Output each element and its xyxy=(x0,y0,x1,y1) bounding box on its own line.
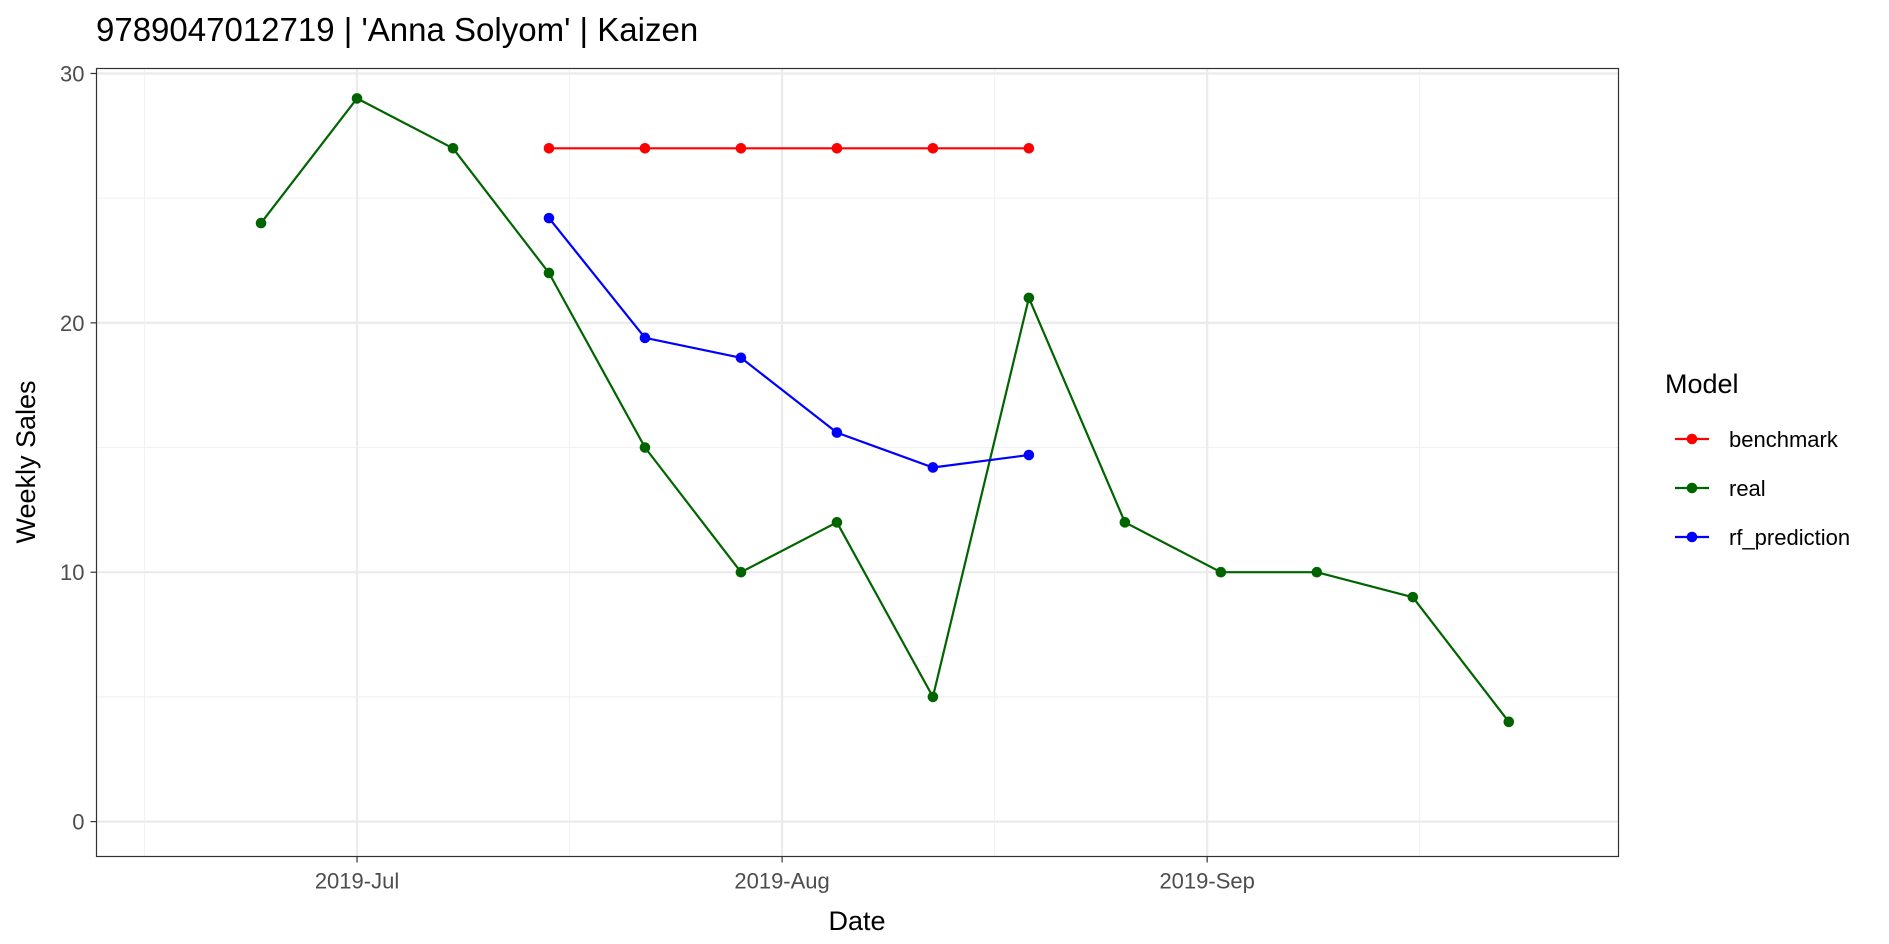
data-point-real xyxy=(255,217,267,229)
legend-items: benchmark real rf_prediction xyxy=(1675,427,1850,550)
data-point-benchmark xyxy=(735,142,747,154)
data-point-real xyxy=(927,691,939,703)
series-real xyxy=(255,93,1515,728)
data-point-real xyxy=(543,267,555,279)
data-point-real xyxy=(639,442,651,453)
data-point-real xyxy=(1023,292,1035,304)
x-tick-label: 2019-Aug xyxy=(734,869,829,894)
data-point-real xyxy=(1503,716,1515,728)
data-point-rf_prediction xyxy=(1023,449,1035,461)
y-axis: 0 10 20 30 xyxy=(60,61,97,835)
plot-panel xyxy=(95,67,1620,858)
series-line-real xyxy=(260,97,1510,723)
legend-item-real: real xyxy=(1675,476,1766,501)
series-benchmark xyxy=(543,142,1035,154)
y-axis-title: Weekly Sales xyxy=(11,380,41,543)
legend-item-rf_prediction: rf_prediction xyxy=(1675,525,1850,550)
data-point-rf_prediction xyxy=(735,352,747,364)
legend-item-benchmark: benchmark xyxy=(1675,427,1839,452)
legend-key-point xyxy=(1686,482,1698,494)
y-tick-label: 20 xyxy=(60,311,84,336)
series-layer xyxy=(255,93,1515,728)
data-point-benchmark xyxy=(639,142,651,154)
data-point-benchmark xyxy=(927,142,939,154)
legend-key-point xyxy=(1686,433,1698,445)
legend-title: Model xyxy=(1665,369,1739,399)
x-tick-label: 2019-Sep xyxy=(1159,869,1254,894)
legend-label: benchmark xyxy=(1729,427,1839,452)
series-rf_prediction xyxy=(543,212,1035,473)
y-tick-label: 10 xyxy=(60,560,84,585)
x-axis: 2019-Jul 2019-Aug 2019-Sep xyxy=(315,856,1255,894)
data-point-real xyxy=(1215,566,1227,578)
data-point-real xyxy=(735,566,747,578)
data-point-real xyxy=(831,517,843,528)
data-point-real xyxy=(1407,591,1419,603)
grid-minor xyxy=(96,68,1619,857)
series-line-rf_prediction xyxy=(548,217,1030,469)
data-point-real xyxy=(447,142,459,154)
legend-key-point xyxy=(1686,531,1698,543)
data-point-benchmark xyxy=(543,142,555,154)
data-point-benchmark xyxy=(831,142,843,154)
y-tick-label: 30 xyxy=(60,61,84,86)
grid-major xyxy=(96,68,1619,857)
data-point-real xyxy=(351,93,363,104)
x-axis-title: Date xyxy=(828,906,885,936)
legend: Model benchmark real rf_prediction xyxy=(1665,369,1850,550)
data-point-benchmark xyxy=(1023,142,1035,154)
legend-label: rf_prediction xyxy=(1729,525,1850,550)
data-point-rf_prediction xyxy=(927,462,939,473)
data-point-real xyxy=(1311,566,1323,578)
x-tick-label: 2019-Jul xyxy=(315,869,399,894)
y-tick-label: 0 xyxy=(72,810,84,835)
data-point-rf_prediction xyxy=(543,212,555,224)
data-point-rf_prediction xyxy=(831,427,843,438)
data-point-real xyxy=(1119,517,1131,528)
chart-title: 9789047012719 | 'Anna Solyom' | Kaizen xyxy=(96,11,698,48)
legend-label: real xyxy=(1729,476,1766,501)
data-point-rf_prediction xyxy=(639,332,651,344)
